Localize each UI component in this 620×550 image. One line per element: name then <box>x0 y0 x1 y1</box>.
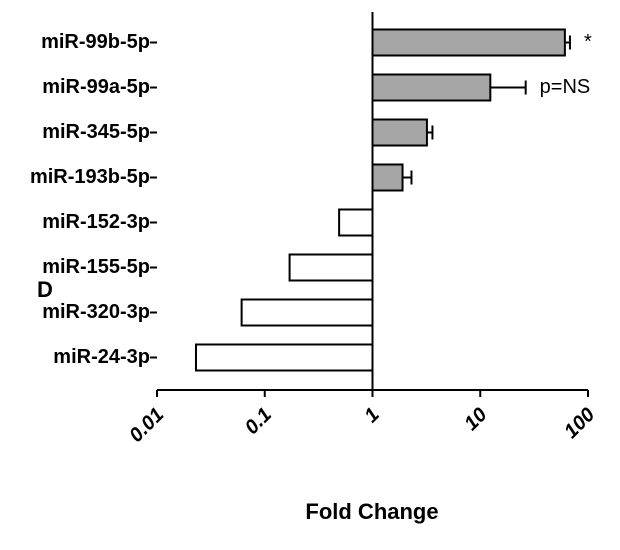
annotation: p=NS <box>540 76 591 98</box>
bar <box>371 73 492 102</box>
bar <box>371 28 566 57</box>
error-bar <box>490 80 527 95</box>
x-axis-title: Fold Change <box>305 499 438 524</box>
y-tick-label: miR-320-3p <box>42 301 150 323</box>
bar <box>338 208 374 237</box>
bar <box>240 298 374 327</box>
x-tick-label: 10 <box>460 404 491 435</box>
y-tick-label: miR-155-5p <box>42 256 150 278</box>
y-tick-label: miR-152-3p <box>42 211 150 233</box>
y-tick-label: miR-99a-5p <box>42 76 150 98</box>
x-tick-label: 0.01 <box>125 404 168 447</box>
error-bar <box>564 35 571 50</box>
bar <box>371 118 428 147</box>
annotation: * <box>584 31 592 53</box>
y-tick-label: miR-24-3p <box>53 346 150 368</box>
bar <box>371 163 404 192</box>
panel-label: D <box>37 277 53 302</box>
x-tick-label: 1 <box>360 404 383 427</box>
bar <box>194 343 374 372</box>
y-tick-label: miR-345-5p <box>42 121 150 143</box>
y-tick-label: miR-99b-5p <box>41 31 150 53</box>
y-tick-label: miR-193b-5p <box>30 166 150 188</box>
error-bar <box>402 170 413 185</box>
x-tick-label: 100 <box>560 404 599 443</box>
x-tick-label: 0.1 <box>241 404 276 439</box>
error-bar <box>426 125 434 140</box>
bar <box>288 253 374 282</box>
